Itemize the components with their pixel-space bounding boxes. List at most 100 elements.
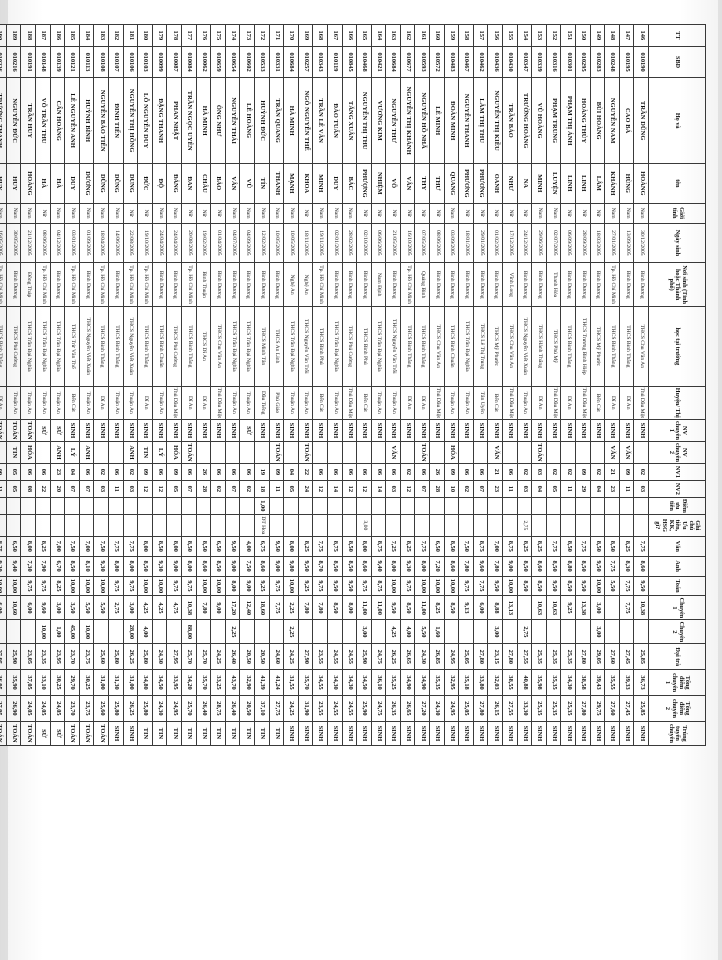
cell-nv2: 20 — [50, 480, 65, 498]
cell-huyen: Thủ Dầu Một — [502, 386, 518, 420]
cell-ns: 10/05/2005 — [269, 223, 284, 263]
cell-ghi: 3,00 — [356, 514, 372, 537]
cell-nvc1: SINH — [604, 419, 620, 442]
cell-gt: Nữ — [400, 203, 415, 224]
cell-ns: 01/09/2005 — [79, 223, 94, 263]
cell-ch2: 2,75 — [517, 619, 532, 644]
col-header-tong-diem-chuyen-1: Tổng điểm chuyên 1 — [648, 669, 706, 696]
cell-van: 8,00 — [20, 536, 36, 557]
cell-ns: 10/05/2005 — [283, 223, 299, 263]
cell-ten: ĐẢNG — [166, 163, 182, 204]
col-header-chuyen-1: Chuyên 1 — [648, 595, 706, 620]
cell-nvc1: SINH — [385, 419, 401, 442]
cell-toan: 9,75 — [269, 576, 284, 596]
cell-gt: Nữ — [560, 203, 576, 224]
cell-nvc1: SINH — [487, 419, 503, 442]
cell-truong: THCS Trần Đại Nghĩa — [225, 306, 240, 387]
cell-nvc1: SINH — [356, 419, 372, 442]
cell-van: 8,50 — [444, 536, 459, 557]
cell-noi: Bình Dương — [458, 262, 474, 307]
cell-ch1: 8,50 — [400, 595, 415, 620]
cell-toan: 9,50 — [575, 576, 591, 596]
table-row: 184 010113 HUỲNH BÌNH DƯƠNG Nam 01/09/2005 Bìn… — [79, 24, 94, 746]
cell-noi: Bình Dương — [619, 262, 634, 307]
cell-td1: 33,80 — [473, 669, 488, 696]
cell-van: 8,50 — [590, 536, 605, 557]
cell-td1: 30,25 — [79, 669, 94, 696]
cell-anh: 8,50 — [327, 556, 343, 577]
cell-sbd: 010107 — [108, 46, 124, 78]
cell-nvc1: SINH — [342, 419, 357, 442]
cell-anh: 7,80 — [458, 556, 474, 577]
cell-nvc2 — [239, 441, 255, 464]
cell-td1: 36,10 — [371, 669, 386, 696]
cell-dt: 23,55 — [312, 643, 328, 670]
cell-toan: 10,00 — [590, 576, 605, 596]
cell-toan: 10,00 — [79, 576, 94, 596]
cell-ghi — [50, 514, 65, 537]
cell-ghi — [473, 514, 488, 537]
cell-nvc2 — [546, 441, 561, 464]
col-header-nv1: NV1 — [648, 463, 706, 481]
cell-noi: Tp. Hồ Chí Minh — [400, 262, 415, 307]
cell-tt2: SINH — [575, 721, 591, 746]
cell-ch2 — [473, 619, 488, 644]
cell-toan: 10,00 — [0, 576, 7, 596]
cell-ghi — [225, 514, 240, 537]
cell-dt: 25,70 — [196, 643, 211, 670]
cell-nv2: 12 — [152, 480, 167, 498]
cell-ghi — [93, 514, 109, 537]
table-row: 172 010533 HUỲNH ĐỨC TÍN Nam 12/02/2005 Bình D… — [254, 24, 270, 746]
cell-sbd: 010195 — [619, 46, 634, 78]
cell-toan: 9,50 — [633, 576, 649, 596]
cell-huyen: Dĩ An — [604, 386, 620, 420]
cell-tt: 149 — [590, 24, 605, 47]
cell-tt: 190 — [0, 24, 7, 47]
cell-truong: THCS Nguyễn Viết Xuân — [517, 306, 532, 387]
cell-van: 8,00 — [137, 536, 153, 557]
cell-nv1: 26 — [196, 463, 211, 481]
cell-td2: 24,05 — [20, 695, 36, 722]
cell-anh: 8,30 — [619, 556, 634, 577]
cell-nv1: 06 — [473, 463, 488, 481]
cell-dt: 27,80 — [502, 643, 518, 670]
table-row: 180 010103 LỖ NGUYỄN DUY ĐỨC Nữ 19/10/2005 Tp.… — [137, 24, 153, 746]
cell-noi: Tp. Hồ Chí Minh — [181, 262, 197, 307]
cell-nvc2: TOÁN — [298, 441, 313, 464]
cell-sbd: 010421 — [371, 46, 386, 78]
cell-truong: THCS Lê Thị Trung — [473, 306, 488, 387]
cell-dt: 25,05 — [458, 643, 474, 670]
cell-ch1: 7,75 — [269, 595, 284, 620]
cell-noi: Bình Dương — [225, 262, 240, 307]
cell-td2: 27,55 — [502, 695, 518, 722]
cell-truong: THCS Trần Đại Nghĩa — [20, 306, 36, 387]
cell-nvc2: VĂN — [385, 441, 401, 464]
cell-anh: 9,00 — [225, 556, 240, 577]
cell-nvc2: ANH — [79, 441, 94, 464]
cell-dt: 29,05 — [590, 643, 605, 670]
cell-nvc2 — [254, 441, 270, 464]
cell-noi: Bình Dương — [6, 262, 21, 307]
cell-sbd: 010099 — [152, 46, 167, 78]
cell-ten: PHƯỢNG — [356, 163, 372, 204]
cell-ch2: 3,00 — [590, 619, 605, 644]
cell-noi: Bình Dương — [50, 262, 65, 307]
cell-ns: 02/07/2005 — [546, 223, 561, 263]
cell-ch1: 10,63 — [546, 595, 561, 620]
cell-dut — [79, 497, 94, 515]
cell-dut — [0, 497, 7, 515]
cell-ten: ĐỨC — [137, 163, 153, 204]
cell-td2: 25,85 — [633, 695, 649, 722]
cell-ghi: 2,75 — [517, 514, 532, 537]
cell-td1: 31,55 — [283, 669, 299, 696]
cell-ghi — [458, 514, 474, 537]
cell-td2: 25,35 — [546, 695, 561, 722]
cell-ten: LINH — [560, 163, 576, 204]
cell-ch2: 2,25 — [283, 619, 299, 644]
cell-td2: 25,35 — [560, 695, 576, 722]
cell-dt: 25,35 — [531, 643, 547, 670]
cell-toan: 9,50 — [487, 576, 503, 596]
cell-td1: 33,95 — [166, 669, 182, 696]
table-row: 174 010654 NGUYỄN THÁI VÂN Nam 04/07/2005 Bình… — [225, 24, 240, 746]
cell-tt: 160 — [429, 24, 445, 47]
